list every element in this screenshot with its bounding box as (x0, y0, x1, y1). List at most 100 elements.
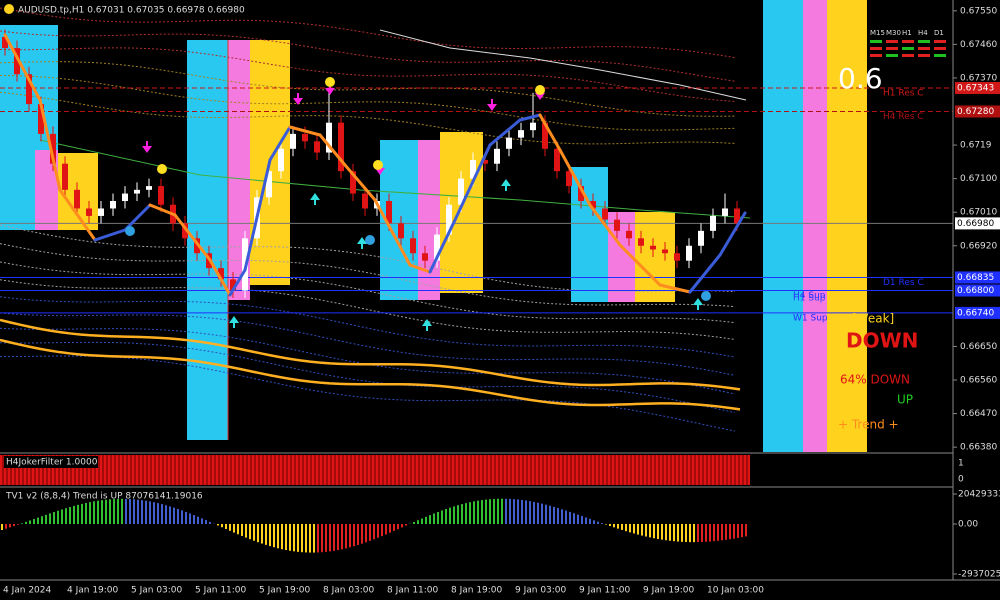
envelope (0, 74, 736, 131)
x-tick-label: 9 Jan 03:00 (515, 586, 567, 596)
candle-body (434, 234, 440, 261)
band (803, 0, 827, 452)
candle-body (14, 48, 20, 75)
price-box-label: 0.67343 (957, 84, 994, 94)
price-box (955, 306, 1000, 319)
buy-arrow (310, 193, 320, 205)
x-tick-label: 8 Jan 19:00 (451, 586, 503, 596)
x-tick-label: 5 Jan 19:00 (259, 586, 311, 596)
trend-segment (123, 203, 152, 232)
signal-dot (365, 235, 375, 245)
trend-segment (688, 253, 722, 294)
big-value: 0.6 (838, 62, 883, 95)
timeframe-state (870, 47, 882, 50)
candle-body (326, 122, 332, 153)
candle-body (554, 148, 560, 172)
direction: DOWN (846, 329, 918, 353)
envelope (0, 341, 736, 414)
timeframe-label: H4 (918, 29, 928, 37)
candle-body (182, 223, 188, 239)
trend-segment (618, 243, 662, 287)
candle-body (458, 178, 464, 205)
trend-segment (408, 263, 432, 274)
price-box-label: 0.66835 (957, 273, 994, 283)
candle-body (650, 245, 656, 250)
trend-segment (588, 203, 622, 247)
candle-body (86, 208, 92, 216)
signal-panel: 0.6 H1 Sup [Weak] DOWN 64% DOWN 36% UP +… (793, 29, 946, 432)
candle-body (626, 230, 632, 239)
signal-dot (325, 77, 335, 87)
level-name: H1 Res C (883, 89, 924, 99)
band (763, 0, 803, 452)
y-tick-label: 0.67550 (960, 6, 997, 16)
x-tick-label: 4 Jan 19:00 (67, 586, 119, 596)
envelope (0, 7, 736, 59)
trend-segment (38, 98, 62, 192)
signal-dot (373, 160, 383, 170)
timeframe-label: D1 (934, 29, 944, 37)
envelope (0, 224, 736, 292)
candle-body (158, 186, 164, 205)
signal-dot (157, 164, 167, 174)
price-box (955, 105, 1000, 118)
trend-segment (243, 158, 272, 272)
signal-dot (701, 291, 711, 301)
x-tick-label: 8 Jan 11:00 (387, 586, 439, 596)
candle-body (602, 208, 608, 220)
timeframe-state (934, 40, 946, 43)
envelope (0, 355, 736, 432)
y-tick-label: 0 (958, 475, 964, 485)
trend-segment (208, 258, 232, 297)
x-tick-label: 4 Jan 2024 (3, 586, 51, 596)
x-tick-label: 9 Jan 19:00 (643, 586, 695, 596)
candle-body (122, 193, 128, 202)
candle-body (470, 159, 476, 179)
candle-body (350, 171, 356, 194)
y-tick-label: 0.67010 (960, 208, 997, 218)
signal-dot (125, 226, 135, 236)
band-line (0, 318, 741, 391)
candle-body (386, 201, 392, 224)
buy-arrow (501, 179, 511, 191)
candle-body (98, 208, 104, 216)
x-tick-label: 5 Jan 03:00 (131, 586, 183, 596)
envelope (0, 47, 736, 102)
timeframe-state (918, 54, 930, 57)
candle-body (110, 201, 116, 209)
timeframe-state (886, 54, 898, 57)
band (418, 140, 440, 300)
candle-body (530, 122, 536, 131)
band (35, 150, 58, 230)
candle-body (422, 253, 428, 261)
y-tick-label: 0.6719 (960, 141, 992, 151)
y-tick-label: 0.00 (958, 520, 978, 530)
trend-segment (318, 133, 347, 167)
moving-average (3, 33, 747, 297)
candle-body (26, 74, 32, 105)
buy-arrow (422, 319, 432, 331)
envelope (0, 61, 736, 117)
timeframe-label: H1 (902, 29, 912, 37)
candle-body (542, 122, 548, 149)
trend-segment (148, 203, 177, 217)
timeframe-state (870, 54, 882, 57)
level-name: D1 Res C (883, 278, 924, 288)
buy-arrow (693, 298, 703, 310)
timeframe-state (902, 54, 914, 57)
y-tick-label: 1 (958, 459, 964, 469)
trend-segment (288, 125, 322, 137)
level-name: H4 Res C (883, 112, 924, 122)
envelope (0, 30, 736, 82)
candle-body (194, 238, 200, 254)
indicator-panels: H4JokerFilter 1.0000 1 0 TV1 v2 (8,8,4) Tre… (0, 455, 1000, 596)
timeframe-state (934, 54, 946, 57)
sell-arrow (487, 99, 497, 111)
candle-body (506, 137, 512, 149)
candle-body (62, 163, 68, 190)
trend-segment (93, 228, 127, 242)
mid-ma (39, 139, 751, 219)
envelope (0, 243, 736, 308)
price-box (955, 271, 1000, 284)
trend-segment (518, 113, 542, 122)
